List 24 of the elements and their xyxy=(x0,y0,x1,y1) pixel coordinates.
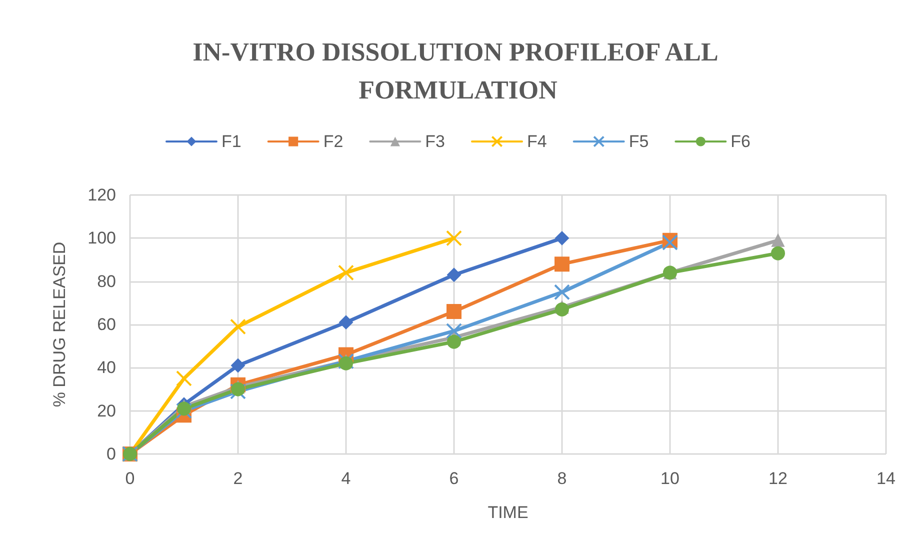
legend-label: F5 xyxy=(628,132,649,151)
legend-label: F3 xyxy=(425,132,446,151)
y-tick-label: 20 xyxy=(97,401,116,420)
x-axis-title: TIME xyxy=(488,503,528,522)
y-tick-label: 80 xyxy=(97,272,116,291)
x-tick-label: 4 xyxy=(341,469,351,488)
legend-label: F1 xyxy=(221,132,242,151)
chart-title: IN-VITRO DISSOLUTION PROFILEOF ALL FORMULATION xyxy=(192,38,724,104)
y-axis-title: % DRUG RELEASED xyxy=(50,242,69,408)
y-tick-label: 100 xyxy=(88,228,116,248)
legend-label: F2 xyxy=(323,132,344,151)
x-tick-label: 6 xyxy=(449,469,459,488)
x-tick-label: 14 xyxy=(876,469,896,488)
legend-label: F6 xyxy=(730,132,751,151)
x-tick-label: 12 xyxy=(768,469,788,488)
y-tick-label: 60 xyxy=(97,315,116,334)
y-tick-label: 0 xyxy=(106,444,116,464)
x-tick-label: 8 xyxy=(557,469,567,488)
x-tick-label: 0 xyxy=(125,469,135,488)
x-tick-label: 10 xyxy=(660,469,680,488)
legend-label: F4 xyxy=(527,132,547,151)
y-tick-label: 40 xyxy=(97,358,116,378)
x-tick-label: 2 xyxy=(233,469,243,488)
y-tick-label: 120 xyxy=(88,186,116,204)
